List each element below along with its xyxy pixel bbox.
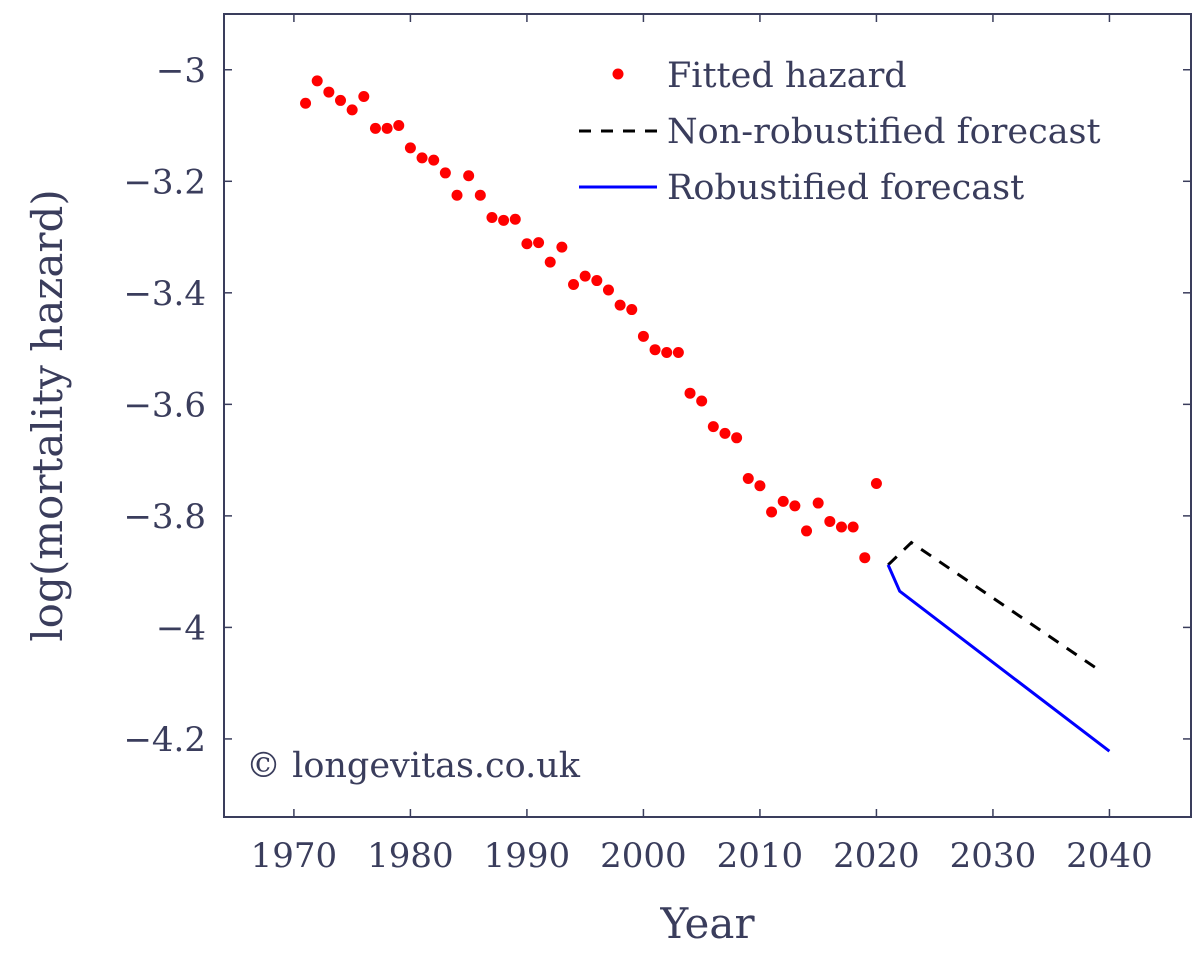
fitted-hazard-point xyxy=(789,500,801,512)
x-tick-label: 2030 xyxy=(950,836,1037,876)
plot-frame xyxy=(223,13,1192,818)
series-layer xyxy=(300,75,1111,753)
watermark-annotation: © longevitas.co.uk xyxy=(246,746,581,786)
fitted-hazard-point xyxy=(684,387,696,399)
fitted-hazard-point xyxy=(311,75,323,87)
fitted-hazard-point xyxy=(649,344,661,356)
fitted-hazard-point xyxy=(300,97,312,109)
legend-label: Robustified forecast xyxy=(667,168,1024,208)
fitted-hazard-point xyxy=(451,189,463,201)
legend-label: Fitted hazard xyxy=(667,56,907,96)
fitted-hazard-point xyxy=(672,346,684,358)
y-tick-label: −3.6 xyxy=(123,385,206,425)
fitted-hazard-point xyxy=(393,120,405,132)
x-tick-label: 1990 xyxy=(484,836,571,876)
non-robustified-forecast-line xyxy=(887,540,1099,671)
fitted-hazard-point xyxy=(661,346,673,358)
fitted-hazard-point xyxy=(428,154,440,166)
fitted-hazard-point xyxy=(835,521,847,533)
fitted-hazard-point xyxy=(416,152,428,164)
fitted-hazard-point xyxy=(323,86,335,98)
y-tick-label: −4.2 xyxy=(123,720,206,760)
fitted-hazard-point xyxy=(696,395,708,407)
fitted-hazard-point xyxy=(801,525,813,537)
fitted-hazard-point xyxy=(707,421,719,433)
fitted-hazard-series xyxy=(300,75,882,564)
plot-area: 1970 1980 1990 2000 2010 2020 2030 2040 −3 −3.2 −3… xyxy=(123,13,1192,876)
fitted-hazard-point xyxy=(602,284,614,296)
fitted-hazard-point xyxy=(568,278,580,290)
fitted-hazard-point xyxy=(754,480,766,492)
fitted-hazard-point xyxy=(579,270,591,282)
y-tick-label: −3 xyxy=(156,51,206,91)
robustified-forecast-line xyxy=(886,564,1111,753)
y-tick-label: −4 xyxy=(156,608,206,648)
x-tick-label: 2020 xyxy=(833,836,920,876)
fitted-hazard-point xyxy=(521,238,533,250)
fitted-hazard-point xyxy=(439,167,451,179)
fitted-hazard-point xyxy=(731,432,743,444)
x-tick-label: 1970 xyxy=(251,836,338,876)
fitted-hazard-point xyxy=(463,170,475,182)
fitted-hazard-point xyxy=(824,515,836,527)
fitted-hazard-point xyxy=(591,275,603,287)
fitted-hazard-point xyxy=(777,495,789,507)
fitted-hazard-point xyxy=(637,330,649,342)
y-tick-label: −3.2 xyxy=(123,162,206,202)
fitted-hazard-point xyxy=(544,256,556,268)
fitted-hazard-point xyxy=(719,427,731,439)
fitted-hazard-point xyxy=(509,213,521,225)
x-tick-label: 2010 xyxy=(717,836,804,876)
y-tick-label: −3.8 xyxy=(123,497,206,537)
fitted-hazard-point xyxy=(870,478,882,490)
fitted-hazard-point xyxy=(346,104,358,116)
x-tick-label: 2000 xyxy=(600,836,687,876)
fitted-hazard-point xyxy=(404,142,416,154)
legend-marker-fitted-hazard xyxy=(612,68,624,80)
fitted-hazard-point xyxy=(369,122,381,134)
fitted-hazard-point xyxy=(626,304,638,316)
fitted-hazard-point xyxy=(381,122,393,134)
legend: Fitted hazard Non-robustified forecast Rob… xyxy=(579,56,1101,208)
fitted-hazard-point xyxy=(486,212,498,224)
x-axis-title: Year xyxy=(659,899,755,948)
fitted-hazard-point xyxy=(474,189,486,201)
y-axis-title: log(mortality hazard) xyxy=(23,189,72,642)
x-tick-label: 2040 xyxy=(1066,836,1153,876)
legend-label: Non-robustified forecast xyxy=(667,112,1101,152)
fitted-hazard-point xyxy=(847,521,859,533)
x-tick-label: 1980 xyxy=(367,836,454,876)
fitted-hazard-point xyxy=(859,552,871,564)
fitted-hazard-point xyxy=(533,237,545,249)
fitted-hazard-point xyxy=(498,214,510,226)
y-tick-label: −3.4 xyxy=(123,274,206,314)
fitted-hazard-point xyxy=(812,497,824,509)
fitted-hazard-point xyxy=(556,241,568,253)
fitted-hazard-point xyxy=(358,91,370,103)
fitted-hazard-point xyxy=(614,299,626,311)
fitted-hazard-point xyxy=(766,506,778,518)
fitted-hazard-point xyxy=(742,473,754,485)
fitted-hazard-point xyxy=(335,94,347,106)
